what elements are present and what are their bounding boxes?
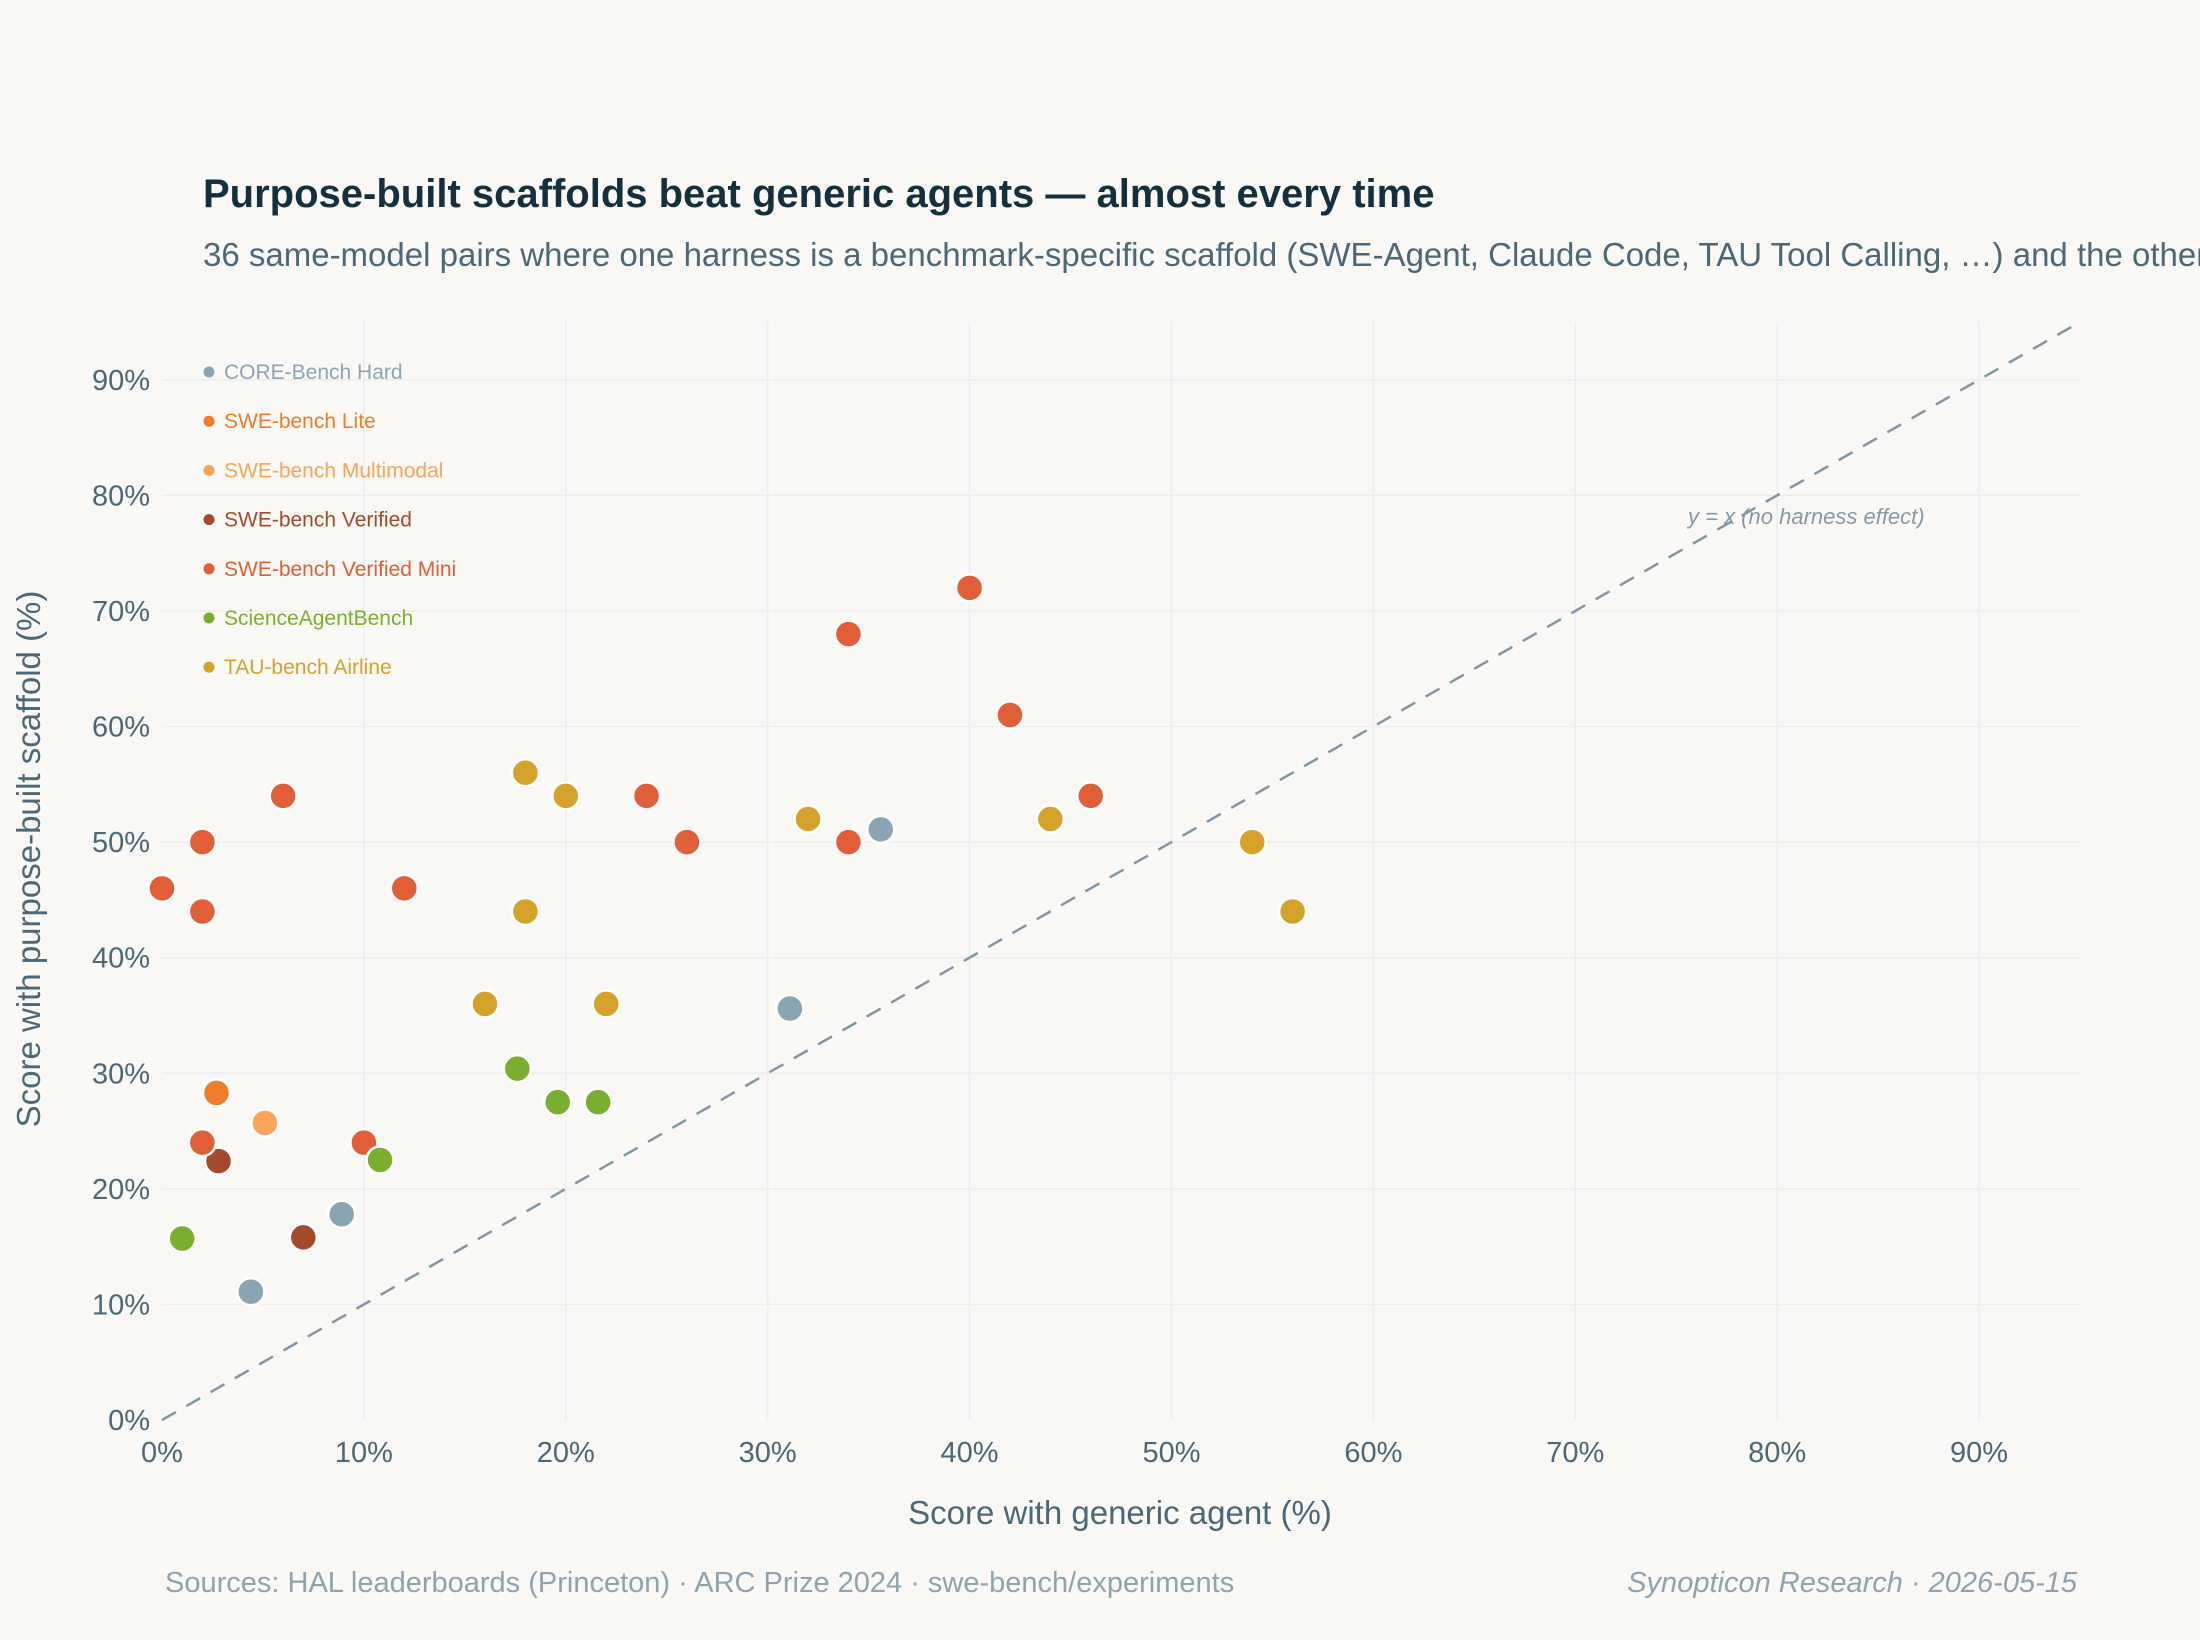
- legend-marker-tau-bench-airline: [203, 661, 215, 673]
- legend-label-swe-bench-verified-mini: SWE-bench Verified Mini: [224, 558, 456, 581]
- legend-label-tau-bench-airline: TAU-bench Airline: [224, 656, 392, 679]
- x-tick-label: 60%: [1344, 1437, 1402, 1469]
- data-point-tau-bench-airline: [510, 758, 541, 788]
- x-tick-label: 90%: [1950, 1437, 2008, 1469]
- reference-diagonal-line: [161, 320, 2081, 1422]
- x-tick-label: 20%: [537, 1437, 595, 1469]
- legend-marker-scienceagentbench: [203, 612, 215, 624]
- reference-line-label: y = x (no harness effect): [1686, 504, 1925, 529]
- y-tick-label: 30%: [92, 1058, 150, 1090]
- x-tick-label: 70%: [1546, 1437, 1604, 1469]
- footer-credit: Synopticon Research · 2026-05-15: [1627, 1567, 2078, 1599]
- data-point-swe-bench-verified-mini: [833, 827, 864, 857]
- legend-marker-swe-bench-multimodal: [203, 464, 215, 476]
- legend-label-core-bench-hard: CORE-Bench Hard: [224, 361, 403, 384]
- data-point-scienceagentbench: [542, 1087, 573, 1117]
- x-tick-label: 40%: [941, 1437, 999, 1469]
- y-tick-label: 50%: [92, 827, 150, 859]
- footer-sources: Sources: HAL leaderboards (Princeton) · …: [165, 1567, 1234, 1599]
- y-axis-label: Score with purpose-built scaffold (%): [10, 591, 47, 1128]
- data-point-swe-bench-verified-mini: [672, 827, 702, 857]
- y-tick-label: 60%: [92, 712, 150, 744]
- data-point-swe-bench-verified-mini: [1075, 781, 1106, 811]
- data-point-tau-bench-airline: [591, 989, 621, 1019]
- x-tick-label: 0%: [141, 1437, 183, 1469]
- data-point-swe-bench-verified-mini: [995, 700, 1025, 730]
- data-point-swe-bench-verified-mini: [833, 619, 864, 649]
- x-axis-label: Score with generic agent (%): [908, 1494, 1332, 1531]
- y-tick-label: 40%: [92, 943, 150, 975]
- data-point-core-bench-hard: [326, 1199, 357, 1230]
- y-tick-label: 80%: [92, 480, 150, 512]
- chart-subtitle: 36 same-model pairs where one harness is…: [203, 236, 2200, 273]
- data-point-scienceagentbench: [365, 1145, 395, 1175]
- legend-marker-core-bench-hard: [203, 366, 215, 378]
- data-point-swe-bench-lite: [201, 1078, 232, 1108]
- grid: [162, 322, 2080, 1420]
- data-point-swe-bench-verified-mini: [187, 896, 218, 927]
- data-point-tau-bench-airline: [470, 989, 500, 1019]
- data-point-core-bench-hard: [865, 814, 896, 845]
- legend-label-scienceagentbench: ScienceAgentBench: [224, 607, 413, 630]
- data-point-scienceagentbench: [583, 1087, 613, 1117]
- y-tick-label: 70%: [92, 596, 150, 628]
- data-point-swe-bench-multimodal: [250, 1108, 280, 1138]
- y-tick-label: 0%: [108, 1405, 150, 1437]
- y-tick-label: 20%: [92, 1174, 150, 1206]
- data-point-tau-bench-airline: [1277, 896, 1308, 927]
- data-point-scienceagentbench: [502, 1053, 533, 1084]
- data-point-tau-bench-airline: [1035, 804, 1066, 834]
- data-point-swe-bench-verified-mini: [268, 781, 298, 811]
- data-point-swe-bench-verified: [203, 1146, 234, 1176]
- data-point-swe-bench-verified-mini: [147, 873, 177, 904]
- data-point-tau-bench-airline: [551, 781, 581, 811]
- data-point-swe-bench-verified-mini: [954, 573, 985, 603]
- data-point-core-bench-hard: [236, 1276, 266, 1307]
- legend-label-swe-bench-multimodal: SWE-bench Multimodal: [224, 459, 443, 482]
- x-tick-label: 80%: [1748, 1437, 1806, 1469]
- x-tick-label: 30%: [739, 1437, 797, 1469]
- data-point-tau-bench-airline: [510, 896, 541, 927]
- data-point-swe-bench-verified-mini: [187, 827, 218, 857]
- data-points: [147, 573, 1308, 1307]
- legend-marker-swe-bench-lite: [203, 415, 215, 427]
- data-point-core-bench-hard: [775, 993, 805, 1024]
- data-point-tau-bench-airline: [793, 804, 823, 834]
- legend-label-swe-bench-verified: SWE-bench Verified: [224, 509, 412, 532]
- data-point-swe-bench-verified-mini: [187, 1127, 218, 1158]
- legend-label-swe-bench-lite: SWE-bench Lite: [224, 410, 376, 433]
- chart-title: Purpose-built scaffolds beat generic age…: [203, 172, 1434, 216]
- data-point-swe-bench-verified-mini: [631, 781, 662, 811]
- x-tick-label: 50%: [1142, 1437, 1200, 1469]
- legend-marker-swe-bench-verified-mini: [203, 563, 215, 575]
- x-tick-label: 10%: [335, 1437, 393, 1469]
- data-point-swe-bench-verified: [288, 1222, 319, 1253]
- y-tick-label: 90%: [92, 365, 150, 397]
- data-point-scienceagentbench: [167, 1223, 197, 1254]
- legend-marker-swe-bench-verified: [203, 514, 215, 526]
- data-point-tau-bench-airline: [1237, 827, 1267, 857]
- data-point-swe-bench-verified-mini: [389, 873, 420, 904]
- axis-ticks: 0% 10% 20% 30% 40% 50% 60% 70% 80% 90% 0% 10% 20% 30%…: [92, 365, 2008, 1469]
- legend: CORE-Bench Hard SWE-bench Lite SWE-bench M…: [203, 361, 456, 679]
- y-tick-label: 10%: [92, 1289, 150, 1321]
